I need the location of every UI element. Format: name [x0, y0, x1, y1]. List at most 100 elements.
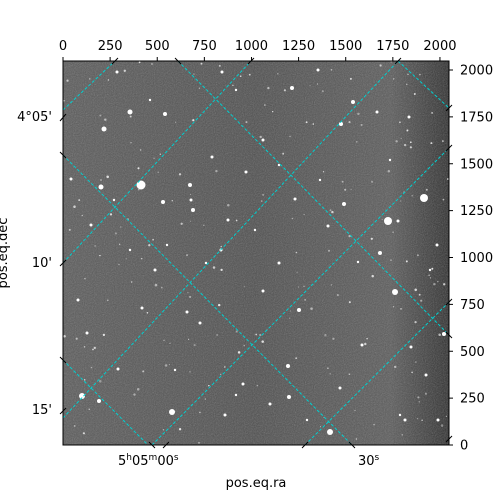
faint-star [442, 198, 445, 201]
faint-star [146, 312, 149, 314]
faint-star [63, 335, 66, 338]
faint-star [138, 189, 140, 191]
top-tick-label: 1000 [235, 39, 268, 54]
plot-frame [62, 60, 450, 446]
grid-line [304, 301, 449, 445]
faint-star [162, 429, 165, 431]
faint-star [291, 217, 294, 220]
faint-star [350, 188, 352, 190]
faint-star [83, 346, 86, 348]
star [223, 413, 227, 417]
faint-star [395, 140, 398, 143]
faint-star [180, 222, 183, 225]
faint-star [296, 271, 298, 273]
star [173, 368, 177, 372]
faint-star [243, 344, 245, 347]
star [185, 310, 189, 314]
faint-star [136, 388, 140, 391]
faint-star [106, 175, 109, 179]
right-tick-label: 0 [460, 439, 468, 454]
grid-line [63, 61, 252, 264]
star [297, 308, 301, 312]
faint-star [243, 286, 245, 288]
faint-star [171, 199, 174, 202]
star [305, 418, 309, 422]
faint-star [227, 203, 230, 207]
star [398, 413, 402, 417]
faint-star [198, 87, 201, 89]
faint-star [282, 152, 285, 155]
star [409, 345, 413, 349]
faint-star [256, 384, 259, 387]
faint-star [409, 146, 413, 149]
star [204, 261, 208, 265]
faint-star [175, 121, 177, 123]
faint-star [429, 277, 431, 279]
star [115, 70, 119, 74]
right-tick-label: 500 [460, 345, 485, 360]
star [210, 155, 214, 159]
faint-star [303, 213, 305, 216]
faint-star [218, 64, 221, 67]
faint-star [415, 361, 417, 363]
faint-star [107, 79, 110, 81]
faint-star [364, 342, 367, 346]
faint-star [414, 288, 417, 292]
star [127, 109, 133, 115]
dec-tick-label: 4°05' [17, 110, 52, 125]
faint-star [392, 306, 395, 308]
faint-star [78, 199, 81, 202]
star [188, 183, 192, 187]
star [407, 115, 411, 119]
faint-star [297, 286, 300, 288]
faint-star [212, 266, 216, 269]
faint-star [88, 408, 90, 410]
y-axis-label: pos.eq.dec [0, 218, 11, 289]
faint-star [204, 398, 206, 400]
faint-star [360, 123, 363, 127]
star [435, 243, 439, 247]
faint-star [430, 142, 433, 145]
faint-star [220, 245, 222, 248]
faint-star [305, 121, 308, 124]
faint-star [387, 169, 391, 173]
star [338, 386, 342, 390]
faint-star [239, 75, 242, 78]
faint-star [373, 423, 375, 426]
faint-star [283, 89, 286, 92]
star [388, 158, 392, 162]
faint-star [406, 129, 409, 132]
star [378, 251, 382, 255]
star [392, 289, 398, 295]
faint-star [93, 346, 96, 350]
faint-star [401, 434, 403, 436]
faint-star [424, 392, 427, 395]
faint-star [400, 200, 402, 202]
faint-star [420, 299, 423, 302]
star [189, 198, 193, 202]
faint-star [154, 283, 158, 287]
faint-star [309, 85, 311, 87]
star [290, 86, 294, 90]
faint-star [188, 338, 190, 340]
faint-star [264, 104, 266, 106]
right-tick-label: 250 [460, 392, 485, 407]
faint-star [418, 401, 421, 403]
star [286, 364, 290, 368]
faint-star [82, 432, 85, 435]
faint-star [405, 260, 408, 263]
faint-star [366, 337, 368, 340]
grid-line [63, 61, 116, 111]
faint-star [355, 438, 358, 440]
faint-star [100, 179, 102, 181]
top-tick-label: 2000 [423, 39, 456, 54]
faint-star [321, 90, 324, 93]
faint-star [106, 299, 109, 302]
faint-star [411, 371, 413, 374]
faint-star [168, 364, 170, 366]
faint-star [370, 237, 373, 240]
right-tick-label: 2000 [460, 64, 493, 79]
faint-star [131, 281, 133, 283]
faint-star [219, 373, 222, 376]
